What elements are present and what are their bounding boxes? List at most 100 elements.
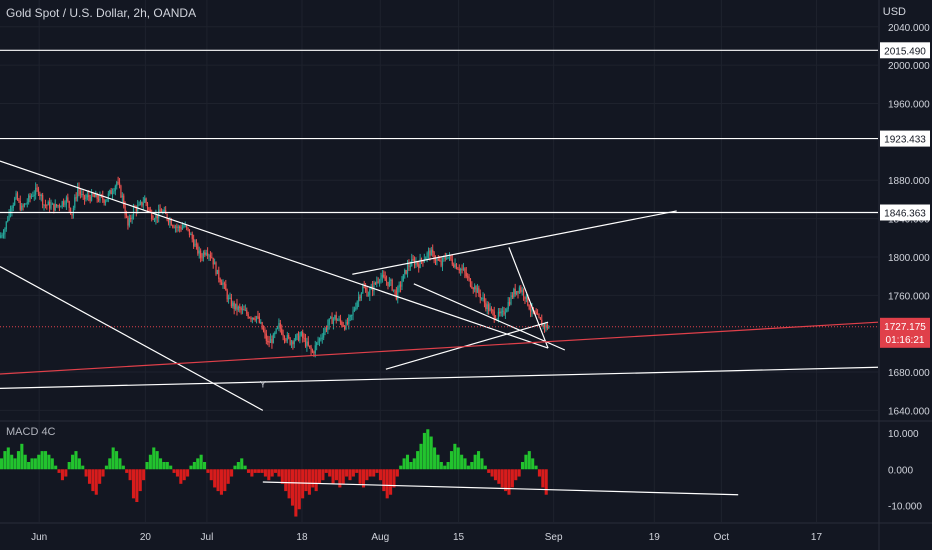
candle <box>255 319 256 320</box>
candle <box>392 280 393 291</box>
candle <box>352 311 353 315</box>
candle <box>207 253 208 256</box>
candle <box>438 259 439 260</box>
candle <box>221 282 222 285</box>
candle <box>429 251 430 256</box>
candle <box>139 204 140 205</box>
macd-bar <box>504 469 507 491</box>
macd-bar <box>392 469 395 487</box>
candle <box>84 195 85 199</box>
macd-bar <box>196 458 199 469</box>
candle <box>510 295 511 304</box>
candle <box>266 334 267 341</box>
candle <box>294 340 295 344</box>
macd-bar <box>342 469 345 484</box>
candle <box>88 195 89 197</box>
macd-bar <box>365 469 368 480</box>
macd-bar <box>98 469 101 484</box>
macd-bar <box>159 458 162 469</box>
candle <box>213 258 214 265</box>
candle <box>118 182 119 183</box>
macd-bar <box>81 466 84 470</box>
macd-bar <box>518 469 521 476</box>
macd-bar <box>132 469 135 498</box>
macd-bar <box>379 469 382 480</box>
macd-bar <box>193 462 196 469</box>
candle <box>77 188 78 198</box>
candle <box>215 262 216 274</box>
candle <box>326 328 327 329</box>
candle <box>31 196 32 198</box>
candle <box>224 283 225 284</box>
candle <box>248 314 249 318</box>
macd-tick-label: -10.000 <box>888 502 922 513</box>
candle <box>91 193 92 201</box>
candle <box>359 297 360 298</box>
candle <box>480 294 481 298</box>
candle <box>396 291 397 299</box>
macd-bar <box>308 469 311 494</box>
candle <box>312 350 313 352</box>
macd-bar <box>484 466 487 470</box>
candle <box>45 205 46 206</box>
time-tick-label: 18 <box>296 532 308 543</box>
candle <box>66 197 67 204</box>
candle <box>512 295 513 297</box>
candle <box>454 264 455 267</box>
candle <box>252 318 253 319</box>
candle <box>41 195 42 196</box>
candle <box>222 283 223 285</box>
candle <box>400 285 401 287</box>
candle <box>143 203 144 206</box>
macd-bar <box>382 469 385 491</box>
candle <box>440 261 441 266</box>
candle <box>362 286 363 293</box>
candle <box>292 342 293 345</box>
candle <box>171 220 172 225</box>
candle <box>211 257 212 258</box>
candle <box>35 188 36 195</box>
candle <box>173 226 174 227</box>
candle <box>241 308 242 310</box>
candle <box>457 269 458 270</box>
candle <box>109 190 110 193</box>
macd-bar <box>426 429 429 469</box>
candle <box>361 293 362 298</box>
macd-bar <box>386 469 389 498</box>
candle <box>249 318 250 319</box>
macd-bar <box>491 469 494 476</box>
macd-bar <box>372 469 375 476</box>
candle <box>42 195 43 205</box>
candle <box>477 288 478 293</box>
candle <box>369 289 370 295</box>
candle <box>229 298 230 299</box>
candle <box>123 196 124 207</box>
macd-bar <box>507 469 510 494</box>
candle <box>52 204 53 205</box>
candle <box>119 183 120 186</box>
macd-bar <box>169 466 172 470</box>
macd-bar <box>145 462 148 469</box>
indicator-title[interactable]: MACD 4C <box>6 426 56 438</box>
macd-bar <box>118 458 121 469</box>
candle <box>148 208 149 209</box>
candle <box>296 334 297 336</box>
macd-bar <box>227 469 230 484</box>
candle <box>164 210 165 211</box>
candle <box>364 286 365 288</box>
macd-bar <box>497 469 500 484</box>
candle <box>432 250 433 253</box>
macd-bar <box>514 469 517 480</box>
candle <box>389 281 390 286</box>
candle <box>447 257 448 258</box>
candle <box>39 194 40 196</box>
macd-bar <box>105 466 108 470</box>
candle <box>463 269 464 270</box>
macd-bar <box>247 469 250 473</box>
macd-bar <box>416 451 419 469</box>
macd-bar <box>176 469 179 476</box>
macd-bar <box>122 466 125 470</box>
candle <box>485 303 486 309</box>
candle <box>29 195 30 197</box>
